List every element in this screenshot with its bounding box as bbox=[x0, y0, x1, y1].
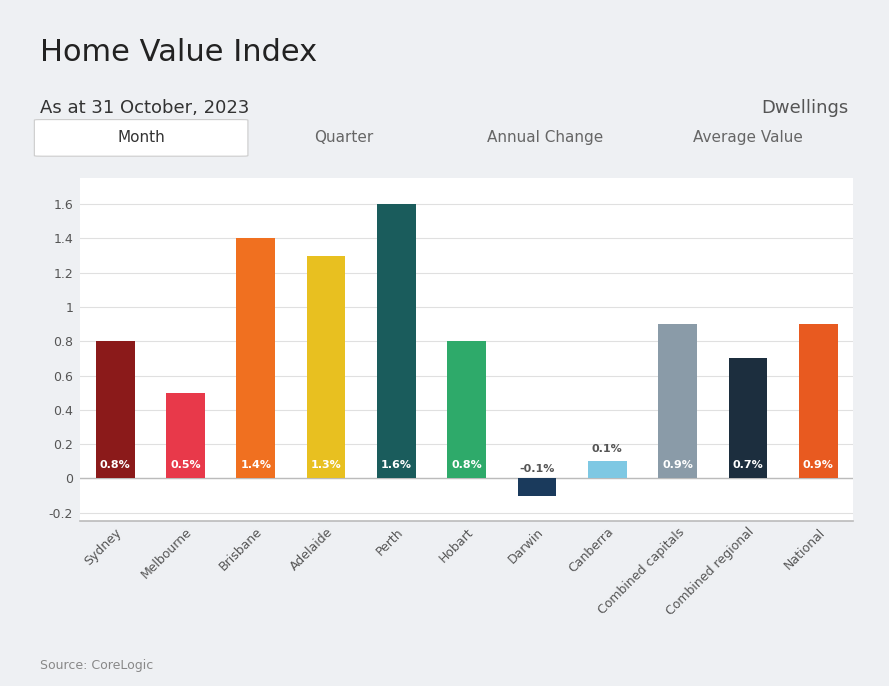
Bar bbox=[236, 239, 275, 479]
Bar bbox=[517, 479, 557, 495]
Bar bbox=[166, 392, 204, 479]
Bar bbox=[659, 324, 697, 479]
Text: 1.3%: 1.3% bbox=[311, 460, 341, 470]
Text: -0.1%: -0.1% bbox=[519, 464, 555, 474]
Text: Quarter: Quarter bbox=[314, 130, 373, 145]
Text: 0.9%: 0.9% bbox=[662, 460, 693, 470]
Text: As at 31 October, 2023: As at 31 October, 2023 bbox=[40, 99, 250, 117]
Bar bbox=[377, 204, 416, 479]
Text: Dwellings: Dwellings bbox=[762, 99, 849, 117]
Text: 1.6%: 1.6% bbox=[380, 460, 412, 470]
Text: Home Value Index: Home Value Index bbox=[40, 38, 317, 67]
Bar bbox=[729, 358, 767, 479]
Text: Average Value: Average Value bbox=[693, 130, 803, 145]
Bar bbox=[588, 462, 627, 479]
FancyBboxPatch shape bbox=[35, 119, 248, 156]
Text: Month: Month bbox=[117, 130, 165, 145]
Text: 1.4%: 1.4% bbox=[240, 460, 271, 470]
Text: 0.7%: 0.7% bbox=[733, 460, 764, 470]
Bar bbox=[96, 341, 134, 479]
Text: Annual Change: Annual Change bbox=[487, 130, 604, 145]
Text: 0.5%: 0.5% bbox=[170, 460, 201, 470]
Text: 0.9%: 0.9% bbox=[803, 460, 834, 470]
Bar bbox=[799, 324, 837, 479]
Text: 0.1%: 0.1% bbox=[592, 445, 622, 455]
Text: 0.8%: 0.8% bbox=[452, 460, 482, 470]
Bar bbox=[307, 255, 346, 479]
Text: Source: CoreLogic: Source: CoreLogic bbox=[40, 659, 153, 672]
Text: 0.8%: 0.8% bbox=[100, 460, 131, 470]
Bar bbox=[447, 341, 486, 479]
